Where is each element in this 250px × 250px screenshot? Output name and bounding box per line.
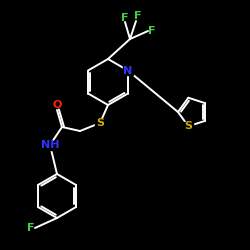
Text: S: S [96,118,104,128]
Text: NH: NH [41,140,59,150]
Text: O: O [52,100,62,110]
Text: F: F [27,223,35,233]
Text: N: N [123,66,132,76]
Text: S: S [184,121,192,131]
Bar [183,122,193,131]
Text: F: F [121,13,129,23]
Bar [123,66,133,75]
Bar [43,140,57,149]
Text: F: F [134,11,142,21]
Text: F: F [148,26,156,36]
Bar [95,118,105,128]
